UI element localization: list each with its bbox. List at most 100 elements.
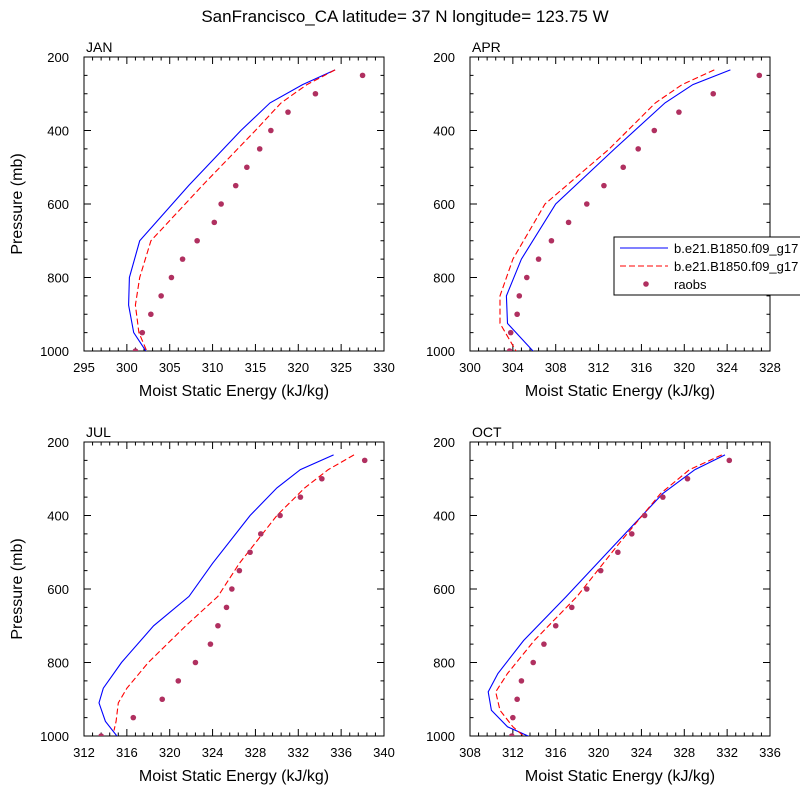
raobs-point	[361, 457, 368, 464]
raobs-point	[179, 256, 186, 262]
raobs-point	[756, 72, 763, 79]
raobs-point	[211, 219, 218, 226]
raobs-point	[514, 311, 520, 318]
x-axis-label: Moist Static Energy (kJ/kg)	[525, 383, 715, 400]
raobs-point	[139, 329, 146, 336]
raobs-point	[635, 146, 642, 152]
y-tick-label: 200	[47, 50, 69, 65]
raobs-point	[523, 274, 530, 281]
x-tick-label: 295	[73, 360, 95, 375]
data-layer	[499, 69, 763, 351]
plot-frame	[469, 441, 771, 737]
raobs-point	[651, 127, 658, 134]
y-tick-label: 800	[47, 656, 69, 671]
raobs-point	[506, 348, 513, 351]
x-tick-label: 320	[673, 360, 695, 375]
raobs-point	[277, 512, 283, 519]
x-tick-label: 336	[759, 745, 781, 760]
raobs-point	[535, 256, 542, 262]
x-tick-label: 320	[588, 745, 610, 760]
series-line-dashed	[495, 454, 723, 736]
raobs-point	[541, 641, 547, 647]
legend-marker-dot	[643, 281, 649, 287]
x-tick-label: 324	[202, 745, 224, 760]
raobs-point	[620, 164, 627, 171]
raobs-point	[159, 696, 166, 703]
raobs-point	[583, 586, 590, 592]
y-axis-label: Pressure (mb)	[9, 153, 26, 254]
raobs-point	[508, 733, 515, 736]
x-tick-label: 312	[588, 360, 610, 375]
y-tick-label: 200	[47, 435, 69, 450]
raobs-point	[676, 109, 682, 115]
x-tick-label: 328	[673, 745, 695, 760]
x-tick-label: 336	[330, 745, 352, 760]
raobs-point	[710, 90, 717, 97]
y-tick-label: 1000	[426, 729, 455, 744]
x-tick-label: 310	[202, 360, 224, 375]
panel-jan: JAN 295 300 305 310 315 320 325 330 200 400 600 800 1…	[9, 39, 395, 400]
raobs-point	[229, 586, 235, 592]
x-tick-label: 332	[287, 745, 309, 760]
raobs-point	[565, 219, 572, 226]
raobs-point	[207, 641, 214, 647]
raobs-point	[256, 146, 263, 152]
raobs-point	[285, 109, 291, 115]
raobs-point	[568, 604, 575, 611]
raobs-point	[359, 72, 366, 79]
raobs-point	[628, 531, 635, 537]
y-tick-label: 600	[433, 582, 455, 597]
series-line-dashed	[113, 454, 355, 731]
data-layer	[128, 69, 366, 351]
y-tick-label: 1000	[40, 729, 69, 744]
figure-title: SanFrancisco_CA latitude= 37 N longitude…	[201, 7, 608, 26]
y-tick-label: 200	[433, 435, 455, 450]
x-tick-label: 308	[459, 745, 481, 760]
series-line-solid	[128, 69, 336, 351]
x-tick-label: 316	[631, 360, 653, 375]
raobs-point	[548, 237, 555, 244]
raobs-point	[297, 494, 304, 500]
series-line-dashed	[134, 69, 336, 351]
raobs-point	[194, 237, 200, 244]
panel-title: JUL	[86, 424, 111, 440]
raobs-point	[257, 531, 264, 537]
x-tick-label: 324	[716, 360, 738, 375]
series-line-dashed	[499, 69, 715, 351]
y-tick-label: 200	[433, 50, 455, 65]
series-line-solid	[505, 69, 731, 351]
x-tick-label: 316	[545, 745, 567, 760]
raobs-point	[168, 274, 175, 281]
legend-label: raobs	[674, 277, 707, 292]
x-tick-label: 325	[330, 360, 352, 375]
x-tick-label: 328	[245, 745, 267, 760]
raobs-point	[132, 348, 139, 351]
raobs-point	[192, 659, 199, 666]
raobs-point	[660, 494, 666, 500]
raobs-point	[507, 329, 514, 336]
raobs-point	[244, 164, 250, 171]
raobs-point	[232, 182, 239, 189]
raobs-point	[312, 90, 319, 97]
y-tick-label: 800	[433, 656, 455, 671]
raobs-point	[268, 127, 274, 134]
series-line-solid	[98, 454, 334, 736]
raobs-point	[236, 567, 243, 574]
x-tick-label: 330	[373, 360, 395, 375]
raobs-point	[615, 549, 621, 556]
data-layer	[487, 454, 733, 736]
y-tick-label: 400	[47, 509, 69, 524]
raobs-point	[130, 714, 137, 721]
raobs-point	[641, 512, 648, 519]
panels: JAN 295 300 305 310 315 320 325 330 200 400 600 800 1…	[9, 39, 781, 785]
raobs-point	[319, 475, 325, 482]
x-tick-label: 328	[759, 360, 781, 375]
y-tick-label: 1000	[40, 344, 69, 359]
y-tick-label: 600	[47, 582, 69, 597]
raobs-point	[597, 567, 604, 574]
series-line-solid	[487, 454, 726, 736]
x-axis-label: Moist Static Energy (kJ/kg)	[139, 383, 329, 400]
raobs-point	[552, 622, 559, 629]
legend-label: b.e21.B1850.f09_g17	[674, 241, 798, 256]
x-tick-label: 312	[73, 745, 95, 760]
